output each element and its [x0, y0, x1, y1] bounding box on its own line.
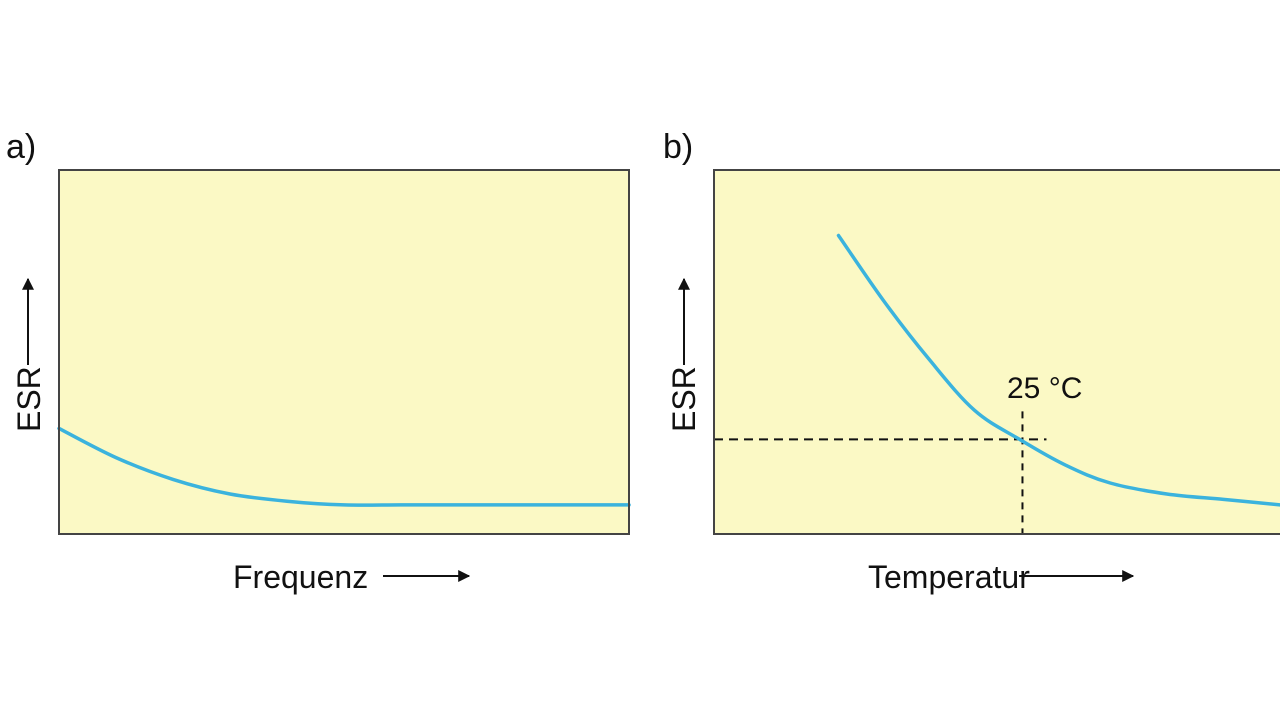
panel-a-series: [57, 426, 631, 507]
panel-b-series: [836, 233, 1280, 507]
panel-b-x-axis-label: Temperatur: [868, 559, 1030, 595]
panel-b-label: b): [663, 128, 693, 166]
panel-b: b) 25 °C ESR Temperatur: [663, 128, 1280, 595]
panel-a-label: a): [6, 128, 36, 166]
panel-a-frame: [58, 169, 630, 535]
panel-b-y-axis-label: ESR: [666, 366, 702, 432]
panel-b-esr-curve-0: [836, 233, 1280, 507]
panel-b-frame: [713, 169, 1280, 535]
panel-a-plot-area: [59, 170, 629, 534]
panel-a: a) ESR Frequenz: [6, 128, 631, 595]
panel-b-reference-lines: [714, 411, 1047, 534]
reference-temperature-label: 25 °C: [1007, 372, 1082, 405]
panel-b-plot-area: [714, 170, 1280, 534]
panel-a-y-axis-label: ESR: [11, 366, 47, 432]
panel-a-esr-curve-0: [57, 426, 631, 507]
panel-a-x-axis-label: Frequenz: [233, 559, 368, 595]
